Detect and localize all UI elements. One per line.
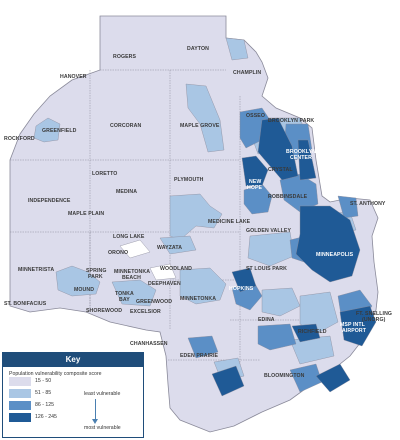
label-greenwood: GREENWOOD xyxy=(136,299,172,305)
label-new-hope-2: HOPE xyxy=(247,185,263,191)
label-rockford: ROCKFORD xyxy=(4,136,35,142)
label-dayton: DAYTON xyxy=(187,46,209,52)
label-tonka-bay-1: TONKA xyxy=(115,291,134,297)
label-shorewood: SHOREWOOD xyxy=(86,308,122,314)
label-spring-park-1: SPRING xyxy=(86,268,107,274)
label-hanover: HANOVER xyxy=(60,74,87,80)
label-deephaven: DEEPHAVEN xyxy=(148,281,181,287)
label-ft-snelling-1: FT. SNELLING xyxy=(356,311,392,317)
label-new-hope-1: NEW xyxy=(249,179,261,185)
legend-range-2: 51 - 85 xyxy=(35,390,52,396)
label-minnetrista: MINNETRISTA xyxy=(18,267,54,273)
legend-arrow-line xyxy=(95,399,96,421)
label-chanhassen: CHANHASSEN xyxy=(130,341,168,347)
label-crystal: CRYSTAL xyxy=(268,167,293,173)
label-minnetonka-beach-1: MINNETONKA xyxy=(114,269,150,275)
legend-row-2: 51 - 85 xyxy=(9,389,149,398)
label-loretto: LORETTO xyxy=(92,171,117,177)
legend-swatch-2 xyxy=(9,389,31,398)
legend-most-label: most vulnerable xyxy=(84,425,121,431)
label-minneapolis: MINNEAPOLIS xyxy=(316,252,354,258)
label-long-lake: LONG LAKE xyxy=(113,234,145,240)
label-excelsior: EXCELSIOR xyxy=(130,309,161,315)
label-maple-plain: MAPLE PLAIN xyxy=(68,211,104,217)
legend-swatch-3 xyxy=(9,401,31,410)
place-labels: ROGERS DAYTON CHAMPLIN HANOVER OSSEO BRO… xyxy=(4,46,392,379)
legend-range-1: 15 - 50 xyxy=(35,378,52,384)
legend-swatch-4 xyxy=(9,413,31,422)
label-spring-park-2: PARK xyxy=(88,274,103,280)
down-arrow-icon xyxy=(92,419,98,424)
label-medina: MEDINA xyxy=(116,189,137,195)
label-rogers: ROGERS xyxy=(113,54,137,60)
label-brooklyn-park: BROOKLYN PARK xyxy=(268,118,314,124)
legend-row-4: 126 - 245 xyxy=(9,413,149,422)
label-brooklyn-center-2: CENTER xyxy=(290,155,312,161)
label-bloomington: BLOOMINGTON xyxy=(264,373,305,379)
label-wayzata: WAYZATA xyxy=(157,245,182,251)
label-ft-snelling-2: (UNORG) xyxy=(362,317,386,323)
label-msp-airport-1: MSP INTL xyxy=(340,322,366,328)
legend-least-label: least vulnerable xyxy=(84,391,121,397)
label-hopkins: HOPKINS xyxy=(229,286,254,292)
label-tonka-bay-2: BAY xyxy=(119,297,130,303)
legend-row-1: 15 - 50 xyxy=(9,377,149,386)
class-4-tracts xyxy=(211,117,377,397)
label-plymouth: PLYMOUTH xyxy=(174,177,204,183)
label-greenfield: GREENFIELD xyxy=(42,128,77,134)
map-legend: Key Population vulnerability composite s… xyxy=(2,352,144,438)
label-mound: MOUND xyxy=(74,287,94,293)
lakes xyxy=(119,239,177,281)
legend-title: Key xyxy=(3,353,143,367)
label-maple-grove: MAPLE GROVE xyxy=(180,123,220,129)
label-orono: ORONO xyxy=(108,250,128,256)
legend-swatch-1 xyxy=(9,377,31,386)
label-st-bonifacius: ST. BONIFACIUS xyxy=(4,301,47,307)
legend-row-3: 86 - 125 xyxy=(9,401,149,410)
legend-range-4: 126 - 245 xyxy=(35,414,57,420)
label-independence: INDEPENDENCE xyxy=(28,198,71,204)
label-medicine-lake: MEDICINE LAKE xyxy=(208,219,251,225)
label-corcoran: CORCORAN xyxy=(110,123,142,129)
label-minnetonka-beach-2: BEACH xyxy=(122,275,141,281)
label-minnetonka: MINNETONKA xyxy=(180,296,216,302)
label-st-louis-park: ST LOUIS PARK xyxy=(246,266,287,272)
label-st-anthony: ST. ANTHONY xyxy=(350,201,386,207)
label-edina: EDINA xyxy=(258,317,275,323)
legend-subtitle: Population vulnerability composite score xyxy=(9,371,102,377)
label-eden-prairie: EDEN PRAIRIE xyxy=(180,353,219,359)
legend-range-3: 86 - 125 xyxy=(35,402,55,408)
label-golden-valley: GOLDEN VALLEY xyxy=(246,228,291,234)
label-brooklyn-center-1: BROOKLYN xyxy=(286,149,316,155)
label-osseo: OSSEO xyxy=(246,113,265,119)
label-richfield: RICHFIELD xyxy=(298,329,327,335)
label-msp-airport-2: AIRPORT xyxy=(342,328,367,334)
label-champlin: CHAMPLIN xyxy=(233,70,261,76)
label-robbinsdale: ROBBINSDALE xyxy=(268,194,308,200)
label-woodland: WOODLAND xyxy=(160,266,192,272)
